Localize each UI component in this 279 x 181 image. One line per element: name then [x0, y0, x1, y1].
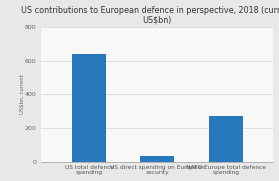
Bar	[72, 54, 106, 162]
Y-axis label: US$bn, current: US$bn, current	[20, 75, 25, 114]
Title: US contributions to European defence in perspective, 2018 (current
US$bn): US contributions to European defence in …	[21, 6, 279, 25]
Bar	[209, 116, 243, 162]
Bar	[140, 156, 174, 162]
